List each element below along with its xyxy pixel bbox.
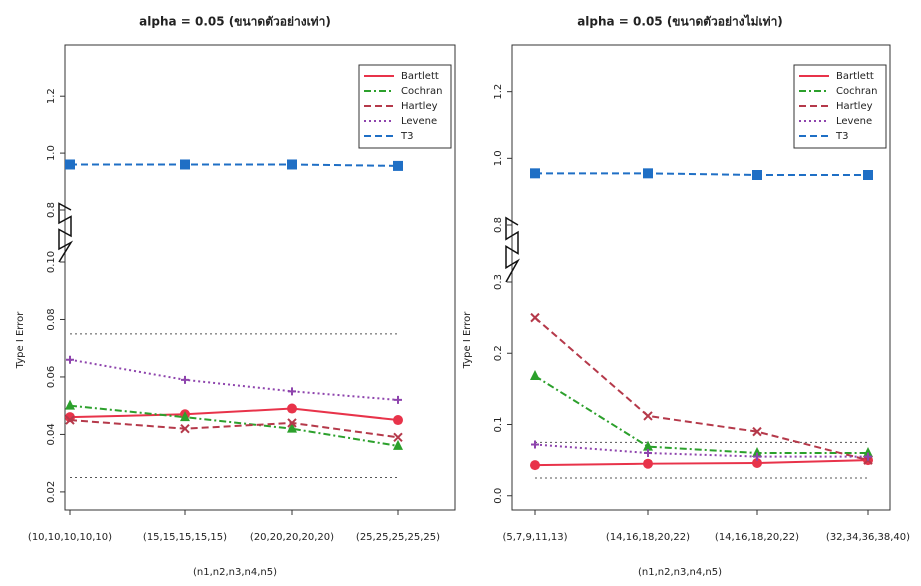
marker bbox=[752, 170, 762, 180]
series-line bbox=[69, 419, 399, 439]
marker bbox=[643, 168, 653, 179]
marker bbox=[530, 370, 540, 381]
legend-label: Levene bbox=[836, 116, 872, 127]
series-line bbox=[69, 407, 399, 422]
y-tick-label: 0.02 bbox=[46, 481, 57, 503]
marker bbox=[530, 312, 540, 323]
panel: alpha = 0.05 (ขนาดตัวอย่างไม่เท่า) (n1,n2… bbox=[462, 14, 910, 579]
legend-label: T3 bbox=[835, 131, 848, 142]
marker bbox=[181, 375, 189, 384]
y-tick-label: 0.8 bbox=[46, 202, 57, 218]
legend-label: Hartley bbox=[401, 101, 438, 112]
marker bbox=[643, 411, 653, 421]
marker bbox=[393, 439, 403, 450]
x-tick-label: (5,7,9,11,13) bbox=[502, 532, 567, 543]
marker bbox=[863, 447, 873, 457]
y-tick-label: 0.2 bbox=[493, 345, 504, 361]
marker bbox=[643, 458, 653, 469]
marker bbox=[180, 159, 190, 170]
y-tick-label: 0.10 bbox=[46, 251, 57, 273]
series-line bbox=[70, 163, 399, 167]
marker bbox=[753, 452, 761, 461]
y-tick-label: 0.06 bbox=[46, 366, 57, 388]
axis-break bbox=[58, 202, 74, 263]
series-line bbox=[534, 375, 868, 454]
marker bbox=[393, 160, 403, 171]
marker bbox=[863, 170, 873, 180]
y-tick-label: 0.0 bbox=[493, 488, 504, 504]
y-tick-label: 1.0 bbox=[493, 150, 504, 166]
y-tick-label: 0.04 bbox=[46, 423, 57, 445]
marker bbox=[287, 422, 297, 433]
y-tick-label: 0.8 bbox=[493, 217, 504, 233]
legend-label: Cochran bbox=[836, 86, 878, 97]
x-tick-label: (10,10,10,10,10) bbox=[28, 532, 112, 543]
series-line bbox=[534, 316, 869, 462]
marker bbox=[530, 168, 540, 179]
marker bbox=[752, 447, 762, 457]
legend-box bbox=[793, 64, 887, 149]
marker bbox=[65, 399, 75, 410]
marker bbox=[287, 159, 297, 170]
marker bbox=[752, 457, 762, 468]
x-axis-label: (n1,n2,n3,n4,n5) bbox=[638, 567, 722, 578]
marker bbox=[180, 423, 190, 434]
series-line bbox=[534, 443, 868, 458]
marker bbox=[643, 440, 653, 451]
legend-label: Hartley bbox=[836, 101, 873, 112]
x-axis-label: (n1,n2,n3,n4,n5) bbox=[193, 567, 277, 578]
legend-label: Levene bbox=[401, 116, 437, 127]
legend-label: Bartlett bbox=[401, 71, 439, 82]
panel: alpha = 0.05 (ขนาดตัวอย่างเท่า) (n1,n2,n3… bbox=[15, 15, 456, 578]
marker bbox=[752, 426, 762, 437]
legend-label: T3 bbox=[400, 131, 413, 142]
series-line bbox=[69, 358, 399, 401]
marker bbox=[287, 403, 297, 414]
marker bbox=[287, 418, 297, 428]
marker bbox=[393, 432, 403, 443]
marker bbox=[65, 159, 75, 170]
marker bbox=[65, 415, 75, 425]
y-axis-label: Type I Error bbox=[15, 311, 26, 370]
series-line bbox=[535, 172, 868, 176]
series-line bbox=[69, 404, 399, 447]
axis-break bbox=[505, 216, 521, 283]
y-tick-label: 0.3 bbox=[493, 274, 504, 290]
marker bbox=[288, 387, 296, 396]
marker bbox=[180, 411, 190, 422]
marker bbox=[66, 355, 74, 364]
y-tick-label: 1.2 bbox=[46, 88, 57, 104]
marker bbox=[394, 395, 402, 404]
y-tick-label: 1.0 bbox=[46, 145, 57, 161]
marker bbox=[644, 449, 652, 457]
x-tick-label: (14,16,18,20,22) bbox=[606, 532, 690, 543]
y-tick-label: 0.08 bbox=[46, 308, 57, 330]
chart-title: alpha = 0.05 (ขนาดตัวอย่างเท่า) bbox=[139, 15, 331, 29]
legend-label: Cochran bbox=[401, 86, 443, 97]
marker bbox=[530, 460, 540, 471]
marker bbox=[864, 452, 872, 461]
series-line bbox=[534, 459, 869, 467]
plot-frame bbox=[511, 44, 891, 511]
x-tick-label: (32,34,36,38,40) bbox=[826, 532, 910, 543]
legend-label: Bartlett bbox=[836, 71, 874, 82]
plot-frame bbox=[64, 44, 456, 511]
marker bbox=[393, 415, 403, 426]
y-tick-label: 0.1 bbox=[493, 417, 504, 433]
marker bbox=[531, 440, 539, 449]
y-tick-label: 1.2 bbox=[493, 84, 504, 100]
legend-box bbox=[358, 64, 452, 149]
y-axis-label: Type I Error bbox=[462, 311, 473, 370]
chart-title: alpha = 0.05 (ขนาดตัวอย่างไม่เท่า) bbox=[577, 14, 783, 29]
x-tick-label: (25,25,25,25,25) bbox=[356, 532, 440, 543]
x-tick-label: (20,20,20,20,20) bbox=[250, 532, 334, 543]
x-tick-label: (14,16,18,20,22) bbox=[715, 532, 799, 543]
x-tick-label: (15,15,15,15,15) bbox=[143, 532, 227, 543]
